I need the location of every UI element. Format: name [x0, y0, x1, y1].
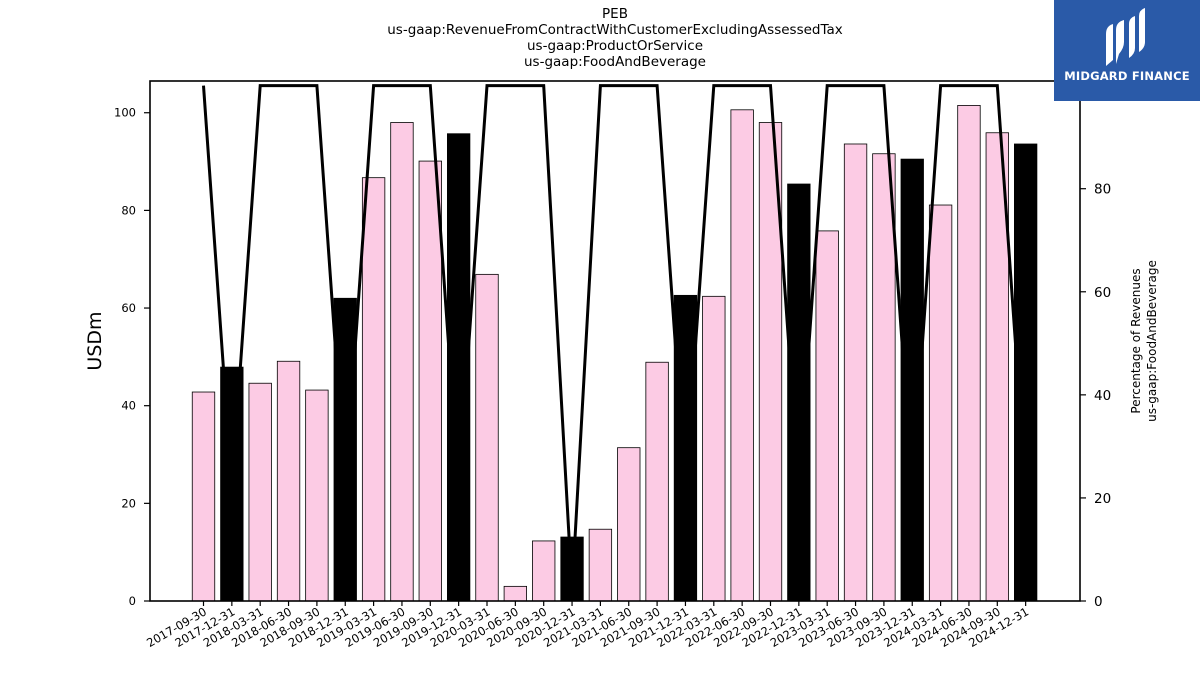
bar-2021-06-30 — [617, 447, 641, 602]
y-tick-label-100: 100 — [114, 106, 136, 120]
bar-2021-09-30 — [645, 361, 669, 602]
y2-tick-label-0: 0 — [1094, 594, 1103, 610]
bar-2018-09-30 — [305, 389, 329, 602]
bar-2023-06-30 — [843, 143, 868, 602]
percentage-line — [202, 84, 1028, 591]
y-tick-label-20: 20 — [121, 496, 136, 510]
bar-2018-12-31 — [333, 297, 357, 602]
y2-axis-label-line-2: us-gaap:FoodAndBeverage — [1145, 260, 1159, 422]
title-line-concept: us-gaap:RevenueFromContractWithCustomerE… — [387, 22, 843, 38]
bars-layer — [191, 105, 1038, 602]
plot-frame — [149, 80, 1081, 602]
bar-2019-06-30 — [390, 122, 414, 602]
y-axis-label: USDm — [84, 311, 106, 370]
bar-2024-06-30 — [957, 105, 981, 602]
y2-tick-label-40: 40 — [1094, 388, 1111, 404]
bar-2020-03-31 — [475, 273, 499, 602]
bar-2022-03-31 — [702, 295, 726, 602]
line-layer — [202, 84, 1028, 591]
bar-2021-03-31 — [588, 528, 613, 602]
bar-2022-06-30 — [730, 109, 754, 602]
bar-2019-03-31 — [361, 177, 386, 602]
title-line-member: us-gaap:FoodAndBeverage — [524, 54, 706, 70]
bar-2018-06-30 — [276, 360, 301, 602]
chart-title: PEB us-gaap:RevenueFromContractWithCusto… — [0, 6, 1200, 70]
logo-mark-icon — [1106, 8, 1145, 66]
y2-tick-label-80: 80 — [1094, 182, 1111, 198]
y2-tick-label-60: 60 — [1094, 285, 1111, 301]
bar-2020-06-30 — [503, 585, 528, 602]
bar-2019-09-30 — [418, 160, 442, 602]
bar-2017-09-30 — [191, 391, 216, 602]
logo-text: MIDGARD FINANCE — [1064, 69, 1190, 83]
title-line-ticker: PEB — [602, 6, 628, 22]
y-tick-label-40: 40 — [121, 399, 136, 413]
left-axis: 0 20 40 60 80 100 — [114, 106, 150, 608]
x-axis: 2017-09-302017-12-312018-03-312018-06-30… — [144, 601, 1031, 650]
bar-2023-09-30 — [872, 153, 896, 602]
title-line-axis: us-gaap:ProductOrService — [526, 38, 704, 54]
bar-2024-03-31 — [928, 204, 953, 602]
midgard-finance-logo: MIDGARD FINANCE — [1054, 0, 1200, 101]
y-tick-label-60: 60 — [121, 301, 136, 315]
bar-2023-03-31 — [815, 230, 839, 602]
bar-2018-03-31 — [248, 382, 272, 602]
bar-2021-12-31 — [673, 294, 698, 602]
bar-2020-09-30 — [532, 540, 556, 602]
y-tick-label-80: 80 — [121, 203, 136, 217]
y-tick-label-0: 0 — [129, 594, 136, 608]
y2-axis-label-line-1: Percentage of Revenues — [1129, 268, 1143, 413]
y2-tick-label-20: 20 — [1094, 491, 1111, 507]
